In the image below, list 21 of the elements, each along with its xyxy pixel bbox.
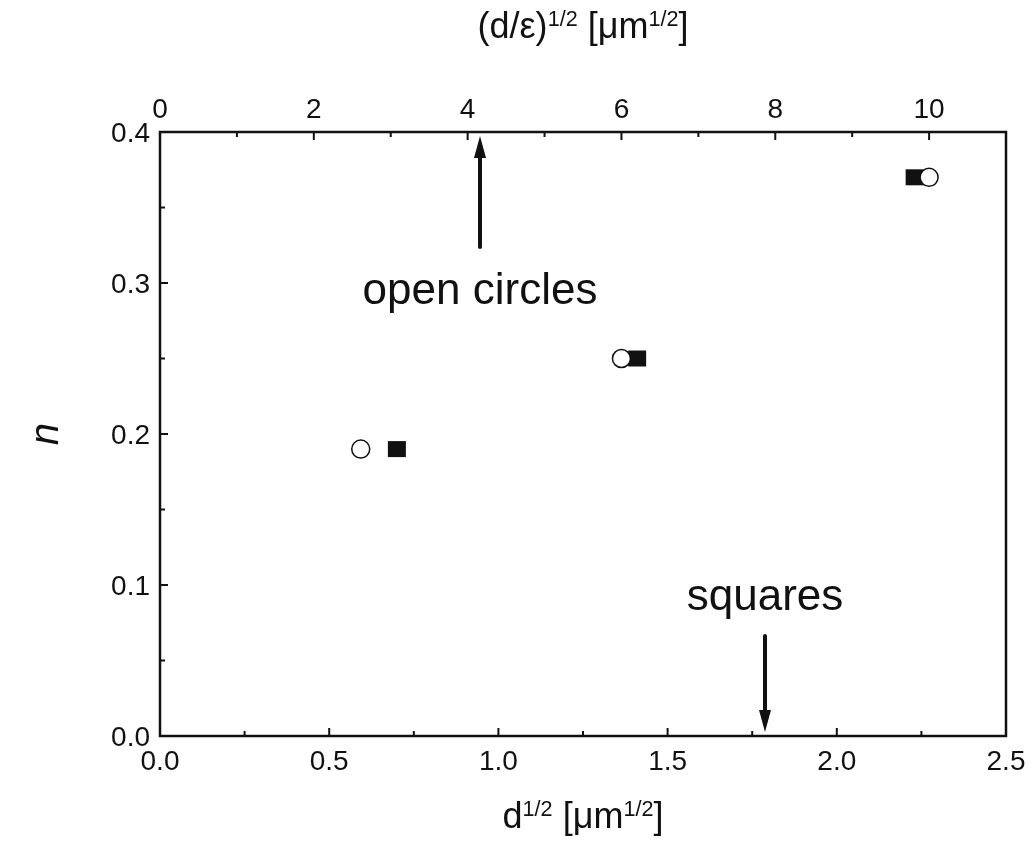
x2-tick-label: 0: [152, 93, 168, 124]
y-axis-title: n: [22, 422, 66, 446]
y-tick-label: 0.2: [111, 419, 150, 450]
y-tick-label: 0.4: [111, 117, 150, 148]
x2-tick-label: 8: [767, 93, 784, 124]
x2-tick-label: 10: [913, 93, 945, 124]
point: [387, 441, 406, 458]
x-axis-title: d$^{1/2}$ [μm$^{1/2}$]: [502, 795, 664, 836]
x2-axis-title: (d/ε)$^{1/2}$ [μm$^{1/2}$]: [477, 5, 689, 46]
x2-tick-label: 6: [613, 93, 630, 124]
x-tick-label: 2.0: [817, 745, 857, 776]
y-tick-label: 0.3: [111, 268, 150, 299]
annotation: squares: [686, 570, 844, 619]
annotation: open circles: [362, 264, 598, 313]
x2-tick-label: 4: [459, 93, 476, 124]
x2-tick-label: 2: [306, 93, 322, 124]
y-tick-label: 0.1: [111, 570, 150, 601]
x-tick-label: 2.5: [986, 745, 1026, 776]
x-tick-label: 1.5: [648, 745, 688, 776]
x-tick-label: 0.5: [309, 745, 349, 776]
x-tick-label: 1.0: [478, 745, 518, 776]
